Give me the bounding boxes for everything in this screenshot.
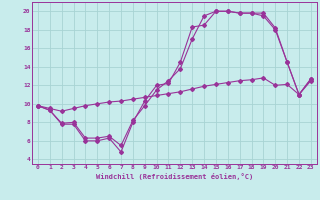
X-axis label: Windchill (Refroidissement éolien,°C): Windchill (Refroidissement éolien,°C)	[96, 173, 253, 180]
